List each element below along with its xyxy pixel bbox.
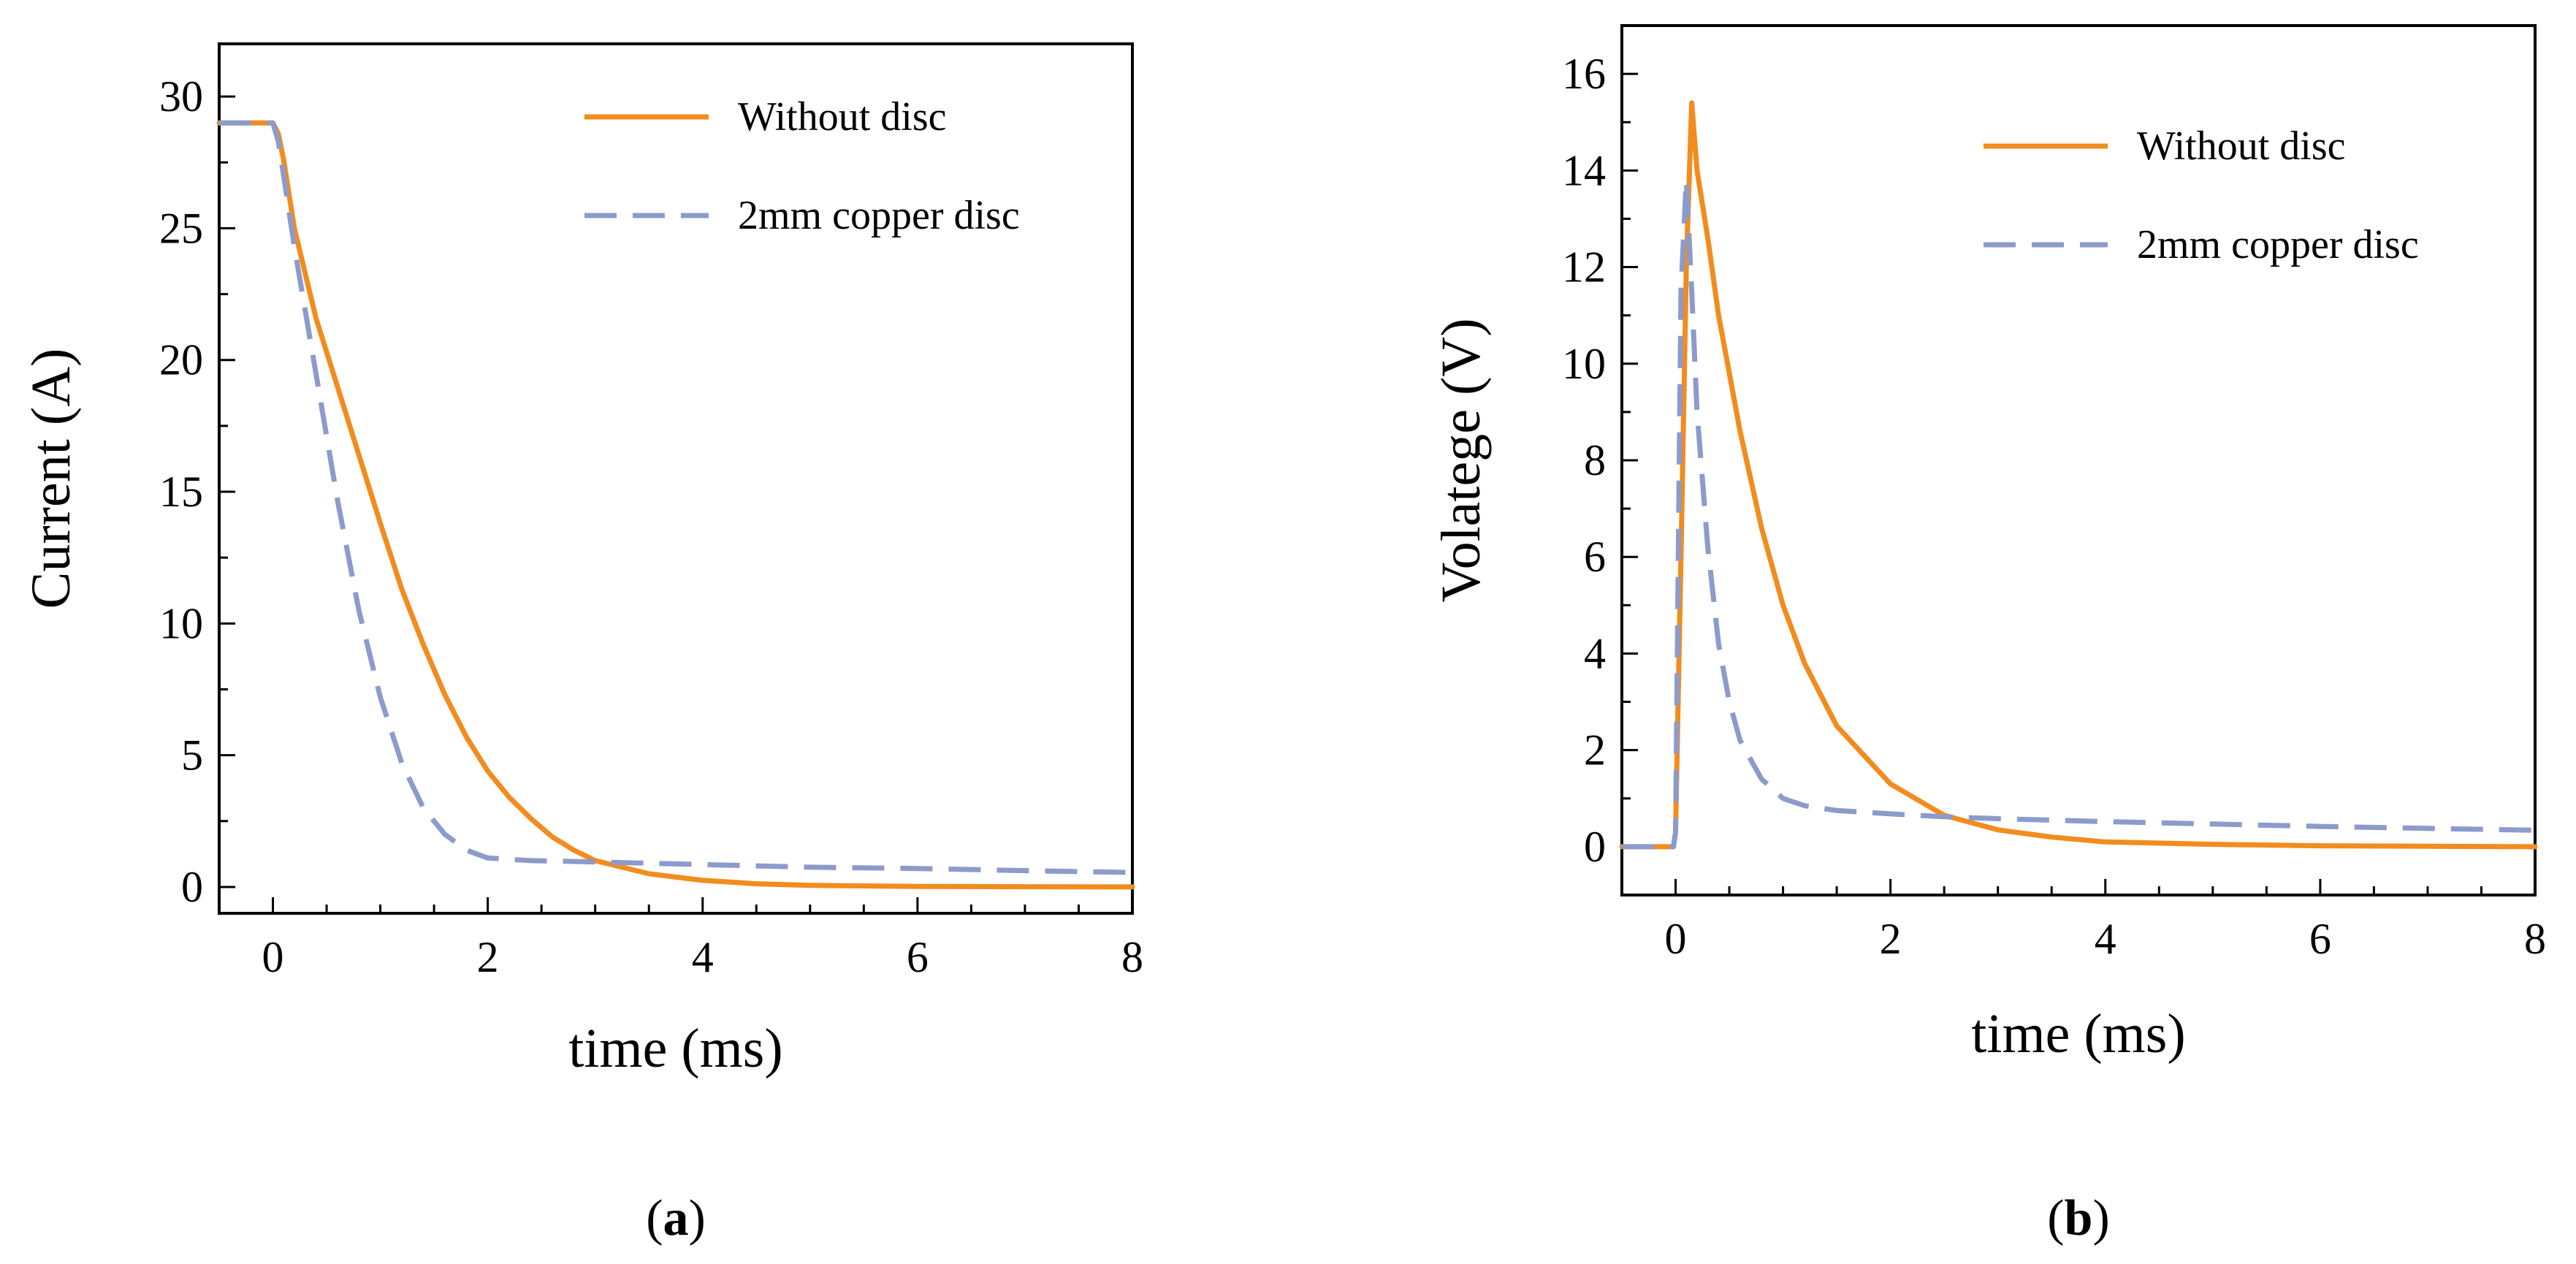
series-line-a-0: [216, 120, 1135, 890]
panel-b-plot-frame: [1620, 24, 2537, 896]
panel-a-series: [216, 120, 1135, 890]
y-tick-label-b: 0: [1584, 823, 1606, 871]
panel-b-x-axis-title: time (ms): [1971, 1003, 2185, 1065]
panel-a-legend-label-copper-disc: 2mm copper disc: [738, 193, 1020, 238]
panel-a-legend-label-without-disc: Without disc: [738, 94, 947, 140]
y-tick-label-b: 10: [1562, 340, 1606, 388]
y-tick-label-a: 15: [159, 468, 203, 516]
y-tick-label-b: 6: [1584, 533, 1606, 581]
x-tick-label-a: 8: [1121, 933, 1143, 981]
series-line-b-0: [1619, 100, 2538, 850]
panel-b-letter: b: [2065, 1190, 2093, 1246]
x-tick-label-b: 2: [1880, 915, 1902, 963]
y-tick-label-a: 30: [159, 72, 203, 121]
panel-a-label: (a): [646, 1190, 706, 1246]
x-tick-label-b: 8: [2524, 915, 2546, 963]
y-tick-label-b: 14: [1562, 146, 1606, 194]
series-line-a-1: [219, 120, 1133, 875]
panel-b-legend-label-without-disc: Without disc: [2137, 123, 2346, 169]
x-tick-label-a: 0: [262, 933, 284, 981]
x-tick-label-a: 4: [692, 933, 714, 981]
y-tick-label-b: 16: [1562, 50, 1606, 98]
y-tick-label-a: 10: [159, 599, 203, 647]
y-tick-label-a: 20: [159, 336, 203, 384]
panel-a-legend: Without disc 2mm copper disc: [584, 94, 1020, 238]
panel-a-y-axis-title: Current (A): [20, 349, 82, 609]
series-line-b-1: [1622, 178, 2536, 850]
y-tick-label-a: 5: [181, 731, 203, 780]
panel-b-legend: Without disc 2mm copper disc: [1984, 123, 2419, 267]
panel-a-ticks: 0 2 4 6 8 0 5 10 15 20 25 30: [159, 72, 1143, 981]
panel-b-ticks: 0 2 4 6 8 0 2 4 6 8 10 12 14 16: [1562, 24, 2546, 963]
x-tick-label-a: 2: [477, 933, 499, 981]
panel-b-y-axis-title: Volatege (V): [1430, 318, 1492, 602]
panel-a-plot-frame: [218, 42, 1134, 915]
panel-a-letter: a: [663, 1190, 689, 1246]
panel-a-x-axis-title: time (ms): [568, 1018, 782, 1079]
y-tick-label-a: 25: [159, 204, 203, 252]
panel-b-chart: 0 2 4 6 8 0 2 4 6 8 10 12 14 16 time (ms) Volatege (V…: [1430, 24, 2546, 1246]
x-tick-label-b: 0: [1665, 915, 1687, 963]
panel-b-legend-label-copper-disc: 2mm copper disc: [2137, 222, 2419, 267]
y-tick-label-b: 2: [1584, 726, 1606, 774]
x-tick-label-b: 6: [2309, 915, 2331, 963]
panel-b-label: (b): [2047, 1190, 2110, 1246]
x-tick-label-b: 4: [2095, 915, 2116, 963]
y-tick-label-b: 8: [1584, 436, 1606, 484]
y-tick-label-b: 4: [1584, 629, 1606, 677]
y-tick-label-a: 0: [181, 863, 203, 911]
y-tick-label-b: 12: [1562, 243, 1606, 292]
panel-b-series: [1619, 100, 2538, 850]
x-tick-label-a: 6: [907, 933, 929, 981]
